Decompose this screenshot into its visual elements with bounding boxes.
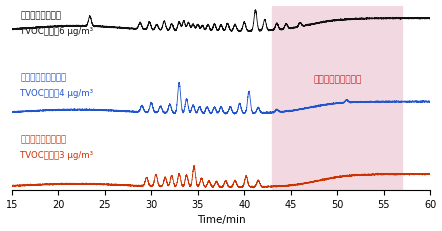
Text: 高分子量成分の分解: 高分子量成分の分解	[313, 75, 362, 84]
Text: 可視光照射４時間後: 可視光照射４時間後	[20, 136, 66, 145]
Text: TVOC濃度：4 μg/m³: TVOC濃度：4 μg/m³	[20, 89, 93, 98]
Text: 可視光照射２時間後: 可視光照射２時間後	[20, 73, 66, 82]
Text: 臭気成分吸着直後: 臭気成分吸着直後	[20, 11, 61, 20]
Text: TVOC濃度：6 μg/m³: TVOC濃度：6 μg/m³	[20, 27, 93, 36]
Text: TVOC濃度：3 μg/m³: TVOC濃度：3 μg/m³	[20, 151, 93, 160]
X-axis label: Time/min: Time/min	[197, 216, 245, 225]
Bar	[272, 6, 402, 190]
